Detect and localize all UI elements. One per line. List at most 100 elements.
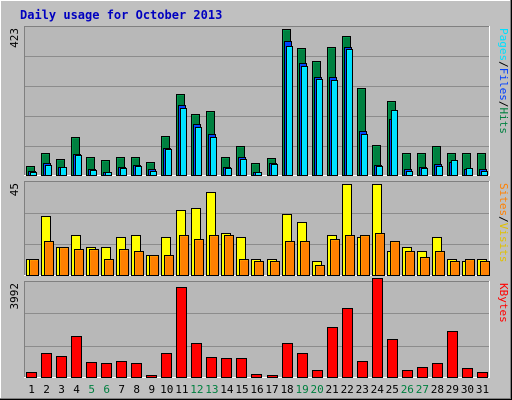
- panel-bottom-legend: KBytes: [497, 283, 510, 323]
- bar-pages-22: [346, 49, 353, 176]
- bar-sites-16: [254, 261, 264, 276]
- x-tick-label: 3: [58, 383, 65, 396]
- bar-pages-12: [195, 127, 202, 176]
- bar-sites-18: [285, 241, 295, 276]
- bar-kbytes-17: [267, 375, 278, 378]
- x-tick-label: 21: [326, 383, 339, 396]
- x-tick-label: 15: [235, 383, 248, 396]
- bar-pages-3: [60, 167, 67, 176]
- bar-pages-20: [316, 79, 323, 176]
- bar-pages-16: [255, 172, 262, 176]
- bar-sites-11: [179, 235, 189, 276]
- bar-kbytes-18: [282, 343, 293, 378]
- x-tick-label: 26: [401, 383, 414, 396]
- legend-visits: Visits: [497, 223, 510, 263]
- x-tick-label: 8: [133, 383, 140, 396]
- bar-sites-14: [224, 235, 234, 276]
- bar-pages-17: [271, 164, 278, 176]
- series-kbytes: [26, 278, 488, 378]
- panel-top-legend: Pages/Files/Hits: [497, 28, 510, 134]
- bar-pages-18: [286, 46, 293, 176]
- x-tick-label: 20: [311, 383, 324, 396]
- bar-kbytes-16: [251, 374, 262, 378]
- bar-kbytes-1: [26, 372, 37, 378]
- legend-separator: /: [497, 61, 510, 68]
- x-tick-label: 16: [250, 383, 263, 396]
- bar-sites-17: [270, 261, 280, 276]
- x-tick-label: 6: [103, 383, 110, 396]
- bar-kbytes-14: [221, 358, 232, 378]
- bar-kbytes-26: [402, 370, 413, 378]
- legend-files: Files: [497, 68, 510, 101]
- x-tick-label: 29: [446, 383, 459, 396]
- bar-sites-9: [149, 255, 159, 276]
- x-tick-label: 12: [190, 383, 203, 396]
- bar-kbytes-31: [477, 372, 488, 378]
- panel-top-ymax-label: 423: [8, 28, 21, 48]
- bar-pages-15: [240, 159, 247, 176]
- x-tick-label: 25: [386, 383, 399, 396]
- legend-sites: Sites: [497, 183, 510, 216]
- bar-sites-13: [209, 235, 219, 276]
- bar-kbytes-5: [86, 362, 97, 378]
- x-tick-label: 2: [43, 383, 50, 396]
- bar-pages-1: [30, 172, 37, 176]
- bar-kbytes-13: [206, 357, 217, 378]
- x-tick-label: 4: [73, 383, 80, 396]
- x-tick-label: 24: [371, 383, 385, 396]
- x-tick-label: 23: [356, 383, 369, 396]
- x-tick-label: 22: [341, 383, 354, 396]
- panel-middle: 45 Sites/Visits: [8, 181, 510, 276]
- bar-sites-5: [89, 249, 99, 276]
- bar-kbytes-30: [462, 368, 473, 378]
- bar-sites-29: [450, 261, 460, 276]
- bar-sites-22: [345, 235, 355, 276]
- panel-bottom: 3992 KBytes: [8, 278, 510, 378]
- bar-pages-29: [451, 160, 458, 176]
- bar-hits-31: [477, 153, 486, 176]
- panel-top: 423 Pages/Files/Hits: [8, 26, 510, 176]
- x-axis-labels: 1 2 3 4 5 6 7 8 9 10 11 12 13 14 15 16 17 18 19 20 21 22 23 24 2…: [28, 383, 489, 396]
- bar-kbytes-19: [297, 353, 308, 378]
- panel-top-background: [24, 26, 490, 176]
- bar-kbytes-4: [71, 336, 82, 378]
- bar-kbytes-6: [101, 363, 112, 378]
- bar-pages-27: [421, 168, 428, 176]
- bar-sites-27: [420, 257, 430, 276]
- bar-sites-19: [300, 241, 310, 276]
- bar-sites-1: [29, 259, 39, 276]
- bar-sites-28: [435, 251, 445, 276]
- legend-separator: /: [497, 216, 510, 223]
- bar-kbytes-8: [131, 363, 142, 378]
- x-tick-label: 28: [431, 383, 444, 396]
- bar-sites-24: [375, 233, 385, 276]
- x-tick-label: 13: [205, 383, 218, 396]
- bar-sites-23: [360, 235, 370, 276]
- bar-pages-23: [361, 134, 368, 176]
- panel-bottom-ymax-label: 3992: [8, 283, 21, 310]
- bar-pages-30: [466, 168, 473, 176]
- x-tick-label: 11: [175, 383, 188, 396]
- bar-kbytes-21: [327, 327, 338, 378]
- bar-pages-25: [391, 110, 398, 176]
- bar-kbytes-25: [387, 339, 398, 378]
- bar-pages-5: [90, 170, 97, 176]
- x-tick-label: 17: [265, 383, 278, 396]
- bar-pages-21: [331, 80, 338, 176]
- bar-sites-30: [465, 259, 475, 276]
- bar-sites-12: [194, 239, 204, 276]
- bar-hits-24: [372, 145, 381, 176]
- bar-sites-4: [74, 249, 84, 276]
- bar-kbytes-9: [146, 375, 157, 378]
- bar-pages-9: [150, 171, 157, 176]
- x-tick-label: 10: [160, 383, 173, 396]
- series-sites: [29, 233, 490, 276]
- x-tick-label: 27: [416, 383, 429, 396]
- bar-pages-2: [45, 165, 52, 176]
- x-tick-label: 5: [88, 383, 95, 396]
- legend-kbytes: KBytes: [497, 283, 510, 323]
- chart-panels: 423 Pages/Files/Hits 45 Sites/Visits 3992 KBy…: [8, 26, 510, 378]
- x-tick-label: 18: [280, 383, 293, 396]
- bar-kbytes-29: [447, 331, 458, 378]
